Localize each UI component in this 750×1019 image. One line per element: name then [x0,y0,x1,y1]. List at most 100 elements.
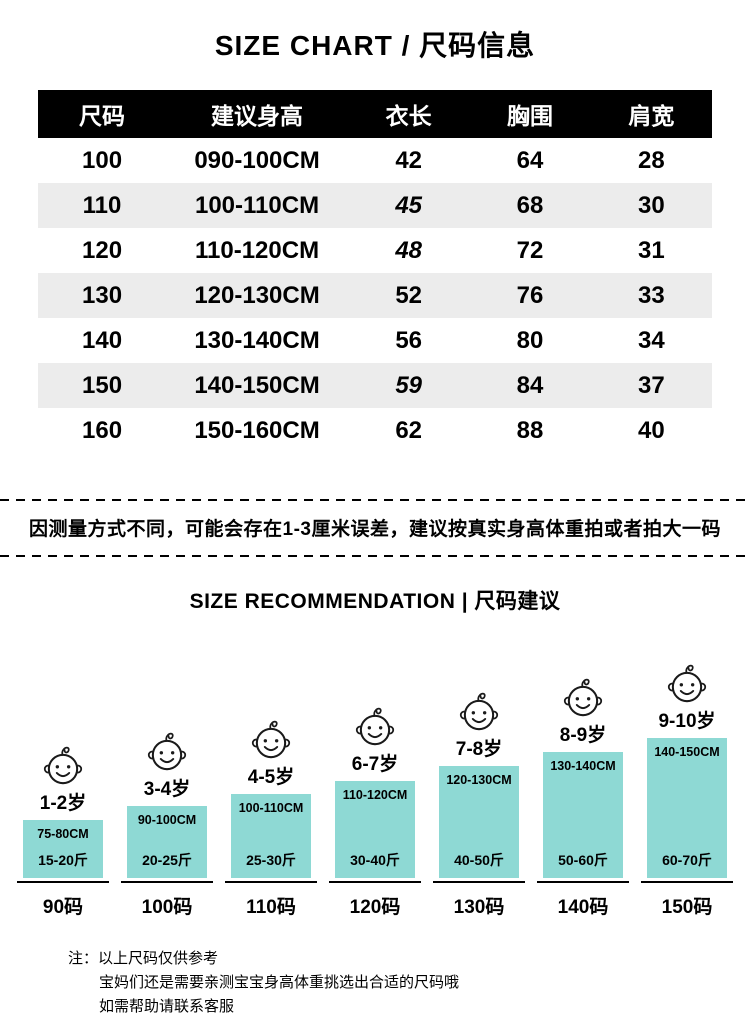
rec-column: 7-8岁 120-130CM 40-50斤 130码 [433,689,525,919]
table-cell: 31 [637,236,665,264]
table-cell: 88 [516,416,544,444]
rec-column: 8-9岁 130-140CM 50-60斤 140码 [537,675,629,919]
table-cell: 30 [637,191,665,219]
baby-face-icon [40,743,86,786]
size-recommendation-chart: 1-2岁 75-80CM 15-20斤 90码 3-4岁 90-100CM 20… [0,661,750,919]
weight-range-label: 20-25斤 [142,852,192,868]
header-cell-size: 尺码 [38,90,167,138]
page-title: SIZE CHART / 尺码信息 [214,30,536,61]
table-cell: 150-160CM [194,416,320,444]
size-code-label: 120码 [329,881,421,919]
height-range-label: 90-100CM [137,813,197,827]
rec-column: 6-7岁 110-120CM 30-40斤 120码 [329,704,421,919]
weight-range-label: 15-20斤 [38,852,88,868]
rec-column: 9-10岁 140-150CM 60-70斤 150码 [641,661,733,919]
table-cell: 120 [82,236,123,264]
table-cell: 64 [516,146,544,174]
table-cell: 62 [395,416,423,444]
height-range-label: 110-120CM [342,788,408,802]
size-box: 110-120CM 30-40斤 [335,781,415,878]
table-cell: 130-140CM [194,326,320,354]
table-cell: 130 [82,281,123,309]
size-code-label: 100码 [121,881,213,919]
table-cell: 40 [637,416,665,444]
footnote-line: 注：以上尺码仅供参考 [68,950,219,967]
size-box: 140-150CM 60-70斤 [647,738,727,878]
age-label: 6-7岁 [351,754,399,775]
baby-face-icon [456,689,502,732]
size-box: 100-110CM 25-30斤 [231,794,311,878]
header-cell-height: 建议身高 [166,90,349,138]
table-cell: 150 [82,371,123,399]
table-cell: 76 [516,281,544,309]
baby-face-icon [664,661,710,704]
table-row: 110 100-110CM 45 68 30 [38,183,712,228]
table-cell: 48 [395,236,423,264]
age-label: 3-4岁 [143,779,191,800]
size-code-label: 90码 [17,881,109,919]
table-row: 100 090-100CM 42 64 28 [38,138,712,183]
table-cell: 52 [395,281,423,309]
weight-range-label: 30-40斤 [350,852,400,868]
size-box: 120-130CM 40-50斤 [439,766,519,878]
table-cell: 110 [82,191,122,219]
size-code-label: 130码 [433,881,525,919]
age-label: 1-2岁 [39,793,87,814]
recommendation-title: SIZE RECOMMENDATION | 尺码建议 [189,590,561,613]
age-label: 4-5岁 [247,767,295,788]
baby-face-icon [144,729,190,772]
height-range-label: 75-80CM [37,827,89,841]
weight-range-label: 40-50斤 [454,852,504,868]
table-cell: 37 [637,371,665,399]
table-cell: 84 [516,371,544,399]
table-cell: 59 [395,371,423,399]
size-box: 90-100CM 20-25斤 [127,806,207,878]
table-cell: 140-150CM [194,371,320,399]
table-cell: 28 [637,146,665,174]
height-range-label: 120-130CM [446,773,512,787]
table-cell: 34 [637,326,665,354]
table-cell: 160 [82,416,123,444]
header-cell-length: 衣长 [348,90,470,138]
table-cell: 140 [82,326,123,354]
footnote-line: 如需帮助请联系客服 [99,998,235,1015]
dashed-divider-top [0,499,750,501]
size-code-label: 140码 [537,881,629,919]
table-row: 120 110-120CM 48 72 31 [38,228,712,273]
table-cell: 120-130CM [194,281,320,309]
size-code-label: 110码 [225,881,317,919]
table-row: 130 120-130CM 52 76 33 [38,273,712,318]
height-range-label: 140-150CM [654,745,720,759]
weight-range-label: 50-60斤 [558,852,608,868]
baby-face-icon [248,717,294,760]
table-cell: 56 [395,326,423,354]
table-header-row: 尺码 建议身高 衣长 胸围 肩宽 [38,90,712,138]
size-box: 130-140CM 50-60斤 [543,752,623,878]
table-cell: 100 [82,146,123,174]
measurement-notice: 因测量方式不同，可能会存在1-3厘米误差，建议按真实身高体重拍或者拍大一码 [29,519,721,540]
rec-column: 4-5岁 100-110CM 25-30斤 110码 [225,717,317,919]
age-label: 7-8岁 [455,739,503,760]
rec-column: 1-2岁 75-80CM 15-20斤 90码 [17,743,109,919]
table-cell: 68 [516,191,544,219]
age-label: 9-10岁 [658,711,716,732]
table-row: 160 150-160CM 62 88 40 [38,408,712,453]
table-row: 140 130-140CM 56 80 34 [38,318,712,363]
size-chart-table: 尺码 建议身高 衣长 胸围 肩宽 100 090-100CM 42 64 28 … [38,90,712,453]
baby-face-icon [560,675,606,718]
baby-face-icon [352,704,398,747]
height-range-label: 130-140CM [550,759,616,773]
table-cell: 72 [516,236,544,264]
size-chart-table-wrap: 尺码 建议身高 衣长 胸围 肩宽 100 090-100CM 42 64 28 … [38,90,712,453]
table-cell: 80 [516,326,544,354]
size-box: 75-80CM 15-20斤 [23,820,103,878]
table-row: 150 140-150CM 59 84 37 [38,363,712,408]
table-cell: 100-110CM [194,191,320,219]
rec-column: 3-4岁 90-100CM 20-25斤 100码 [121,729,213,919]
table-cell: 33 [637,281,665,309]
weight-range-label: 60-70斤 [662,852,712,868]
table-cell: 090-100CM [194,146,320,174]
footnotes: 注：以上尺码仅供参考 宝妈们还是需要亲测宝宝身高体重挑选出合适的尺码哦 如需帮助… [68,947,750,1019]
table-cell: 45 [395,191,423,219]
header-cell-shoulder: 肩宽 [590,90,712,138]
